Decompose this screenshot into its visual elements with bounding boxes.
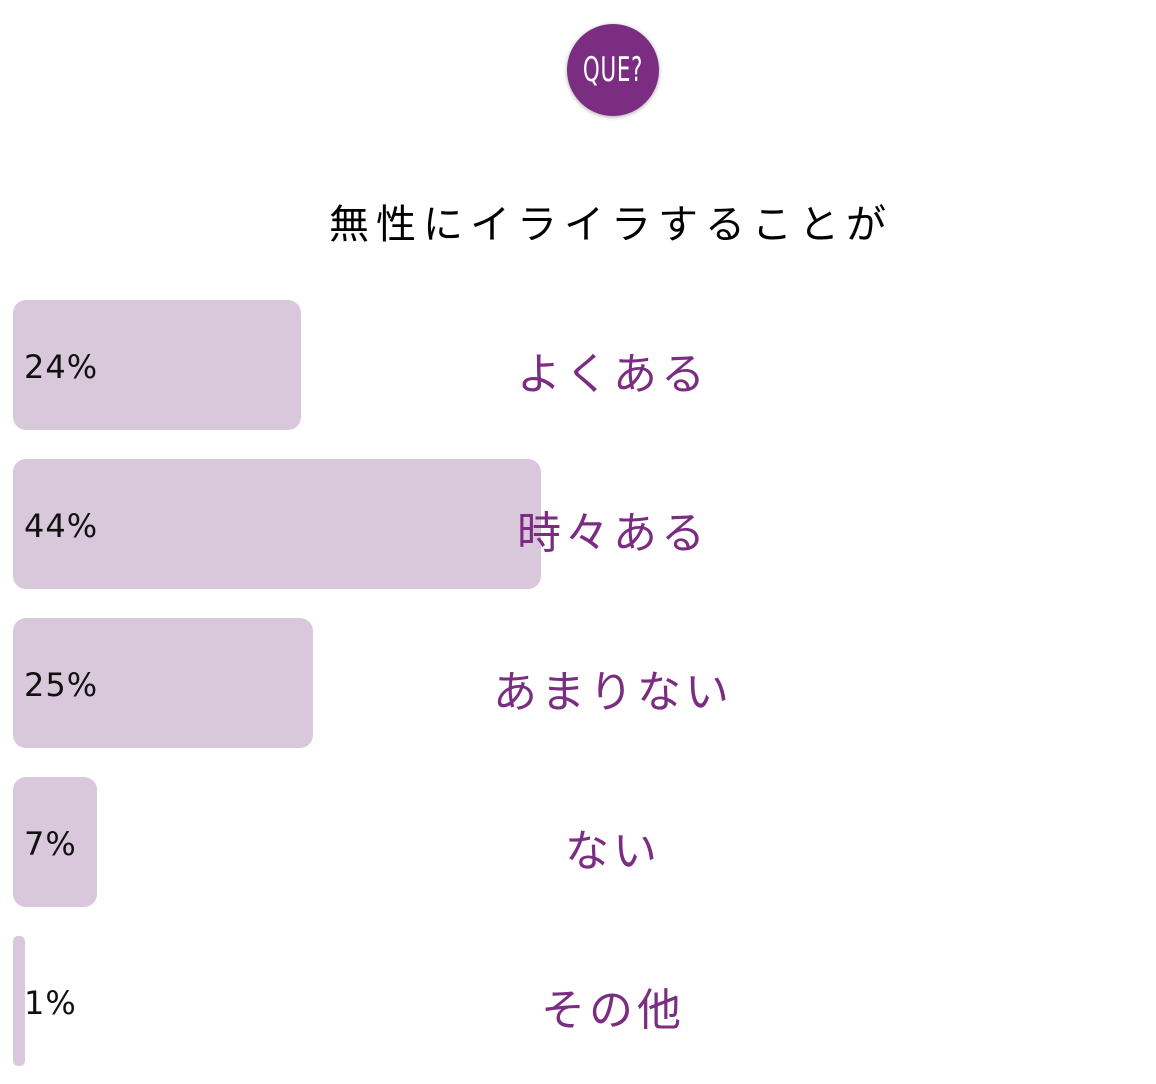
que-logo: QUE?: [567, 24, 659, 116]
percent-label: 44%: [24, 507, 99, 545]
bar-row: 44% 時々ある: [0, 459, 1156, 589]
logo-text: QUE?: [582, 50, 644, 90]
percent-label: 25%: [24, 666, 99, 704]
category-label: あまりない: [493, 667, 733, 718]
bar-row: 7% ない: [0, 777, 1156, 907]
bar: [13, 300, 301, 430]
bar: [13, 936, 25, 1066]
percent-label: 24%: [24, 348, 99, 386]
bar-row: 25% あまりない: [0, 618, 1156, 748]
bar: [13, 777, 97, 907]
category-label: ない: [565, 826, 661, 877]
chart-title: 無性にイライラすることが: [329, 202, 893, 248]
percent-label: 7%: [24, 825, 77, 863]
category-label: よくある: [517, 349, 709, 400]
percent-label: 1%: [24, 984, 77, 1022]
bar: [13, 618, 313, 748]
category-label: その他: [541, 985, 685, 1036]
bar-row: 24% よくある: [0, 300, 1156, 430]
bar: [13, 459, 541, 589]
category-label: 時々ある: [517, 508, 709, 559]
bar-row: 1% その他: [0, 936, 1156, 1066]
